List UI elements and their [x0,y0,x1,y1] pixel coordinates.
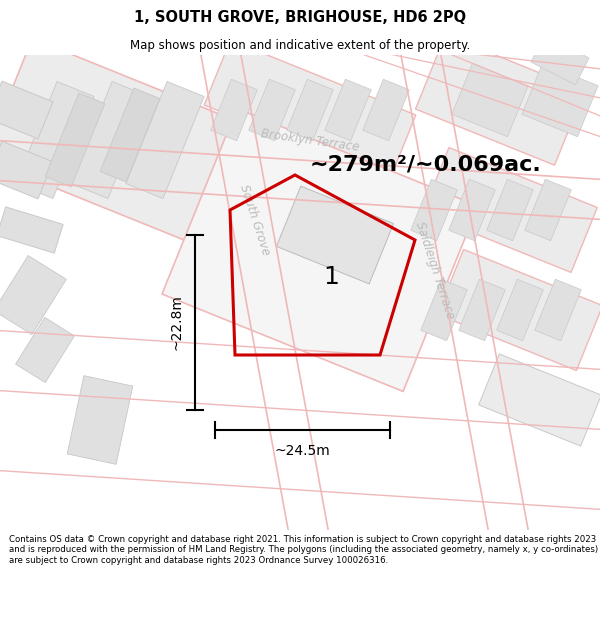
Polygon shape [459,279,505,341]
Text: Brooklyn Terrace: Brooklyn Terrace [260,127,360,153]
Polygon shape [363,79,409,141]
Polygon shape [525,179,571,241]
Polygon shape [71,81,149,199]
Polygon shape [126,81,204,199]
Text: 1: 1 [323,265,339,289]
Polygon shape [535,279,581,341]
Polygon shape [67,376,133,464]
Polygon shape [162,109,478,391]
Polygon shape [0,141,53,199]
Polygon shape [437,249,600,371]
Polygon shape [0,39,236,241]
Polygon shape [479,354,600,446]
Polygon shape [325,79,371,141]
Polygon shape [449,179,495,241]
Polygon shape [0,256,67,334]
Polygon shape [497,279,543,341]
Polygon shape [0,207,63,253]
Text: Map shows position and indicative extent of the property.: Map shows position and indicative extent… [130,39,470,51]
Polygon shape [204,40,416,180]
Polygon shape [45,93,105,187]
Polygon shape [100,88,160,182]
Text: 1, SOUTH GROVE, BRIGHOUSE, HD6 2PQ: 1, SOUTH GROVE, BRIGHOUSE, HD6 2PQ [134,10,466,25]
Text: South Grove: South Grove [238,183,272,257]
Polygon shape [423,148,597,272]
Polygon shape [277,186,394,284]
Polygon shape [522,63,598,137]
Text: ~24.5m: ~24.5m [275,444,331,458]
Polygon shape [16,81,94,199]
Polygon shape [16,318,74,382]
Text: Saidleigh Terrace: Saidleigh Terrace [413,219,457,321]
Polygon shape [287,79,333,141]
Polygon shape [0,81,53,139]
Polygon shape [411,179,457,241]
Polygon shape [211,79,257,141]
Polygon shape [415,35,584,165]
Polygon shape [452,63,528,137]
Polygon shape [421,279,467,341]
Polygon shape [249,79,295,141]
Polygon shape [531,35,589,85]
Text: Contains OS data © Crown copyright and database right 2021. This information is : Contains OS data © Crown copyright and d… [9,535,598,564]
Text: ~22.8m: ~22.8m [169,294,183,351]
Text: ~279m²/~0.069ac.: ~279m²/~0.069ac. [310,155,542,175]
Polygon shape [487,179,533,241]
